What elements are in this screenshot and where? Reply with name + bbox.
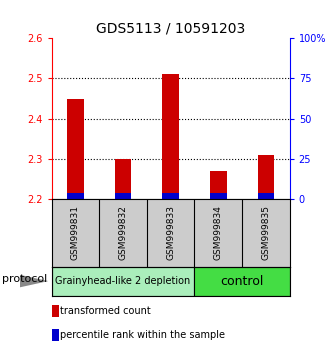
Title: GDS5113 / 10591203: GDS5113 / 10591203	[96, 22, 245, 36]
Text: GSM999832: GSM999832	[119, 205, 128, 261]
Text: transformed count: transformed count	[60, 306, 151, 316]
Bar	[194, 267, 290, 296]
Text: Grainyhead-like 2 depletion: Grainyhead-like 2 depletion	[55, 276, 191, 286]
Bar	[257, 193, 274, 199]
Bar	[257, 155, 274, 193]
Bar	[162, 74, 179, 193]
Text: GSM999831: GSM999831	[71, 205, 80, 261]
Bar	[162, 193, 179, 199]
Bar	[210, 171, 227, 193]
Text: percentile rank within the sample: percentile rank within the sample	[60, 330, 224, 340]
Text: GSM999835: GSM999835	[261, 205, 270, 261]
Bar	[52, 267, 194, 296]
Bar	[115, 159, 132, 193]
Text: GSM999833: GSM999833	[166, 205, 175, 261]
Text: protocol: protocol	[2, 274, 47, 284]
Bar	[115, 193, 132, 199]
Bar	[67, 193, 84, 199]
Text: control: control	[220, 275, 264, 287]
Bar	[210, 193, 227, 199]
Text: GSM999834: GSM999834	[214, 205, 223, 261]
Bar	[67, 99, 84, 193]
Polygon shape	[20, 275, 48, 287]
